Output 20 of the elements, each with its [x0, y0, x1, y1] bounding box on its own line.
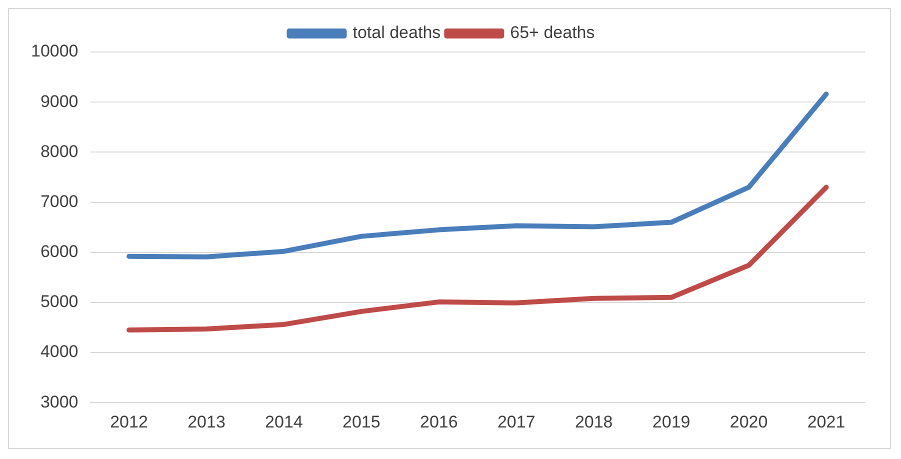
y-tick-label: 7000	[40, 192, 78, 211]
x-tick-label: 2014	[265, 412, 303, 432]
y-tick-label: 6000	[40, 242, 78, 262]
y-tick-label: 9000	[40, 92, 78, 111]
x-tick-label: 2019	[652, 412, 690, 432]
legend-label: total deaths	[352, 23, 441, 42]
y-tick-label: 10000	[30, 42, 78, 61]
y-tick-label: 8000	[40, 142, 78, 161]
x-tick-label: 2012	[110, 412, 148, 432]
y-tick-label: 4000	[40, 342, 78, 362]
legend-label: 65+ deaths	[510, 23, 595, 42]
x-tick-label: 2015	[342, 412, 380, 432]
x-tick-label: 2018	[574, 412, 613, 432]
y-tick-label: 5000	[40, 292, 78, 312]
x-tick-label: 2017	[497, 412, 536, 432]
x-tick-label: 2016	[420, 412, 458, 432]
y-tick-label: 3000	[40, 392, 78, 412]
x-tick-label: 2021	[807, 412, 846, 432]
x-tick-label: 2013	[188, 412, 226, 432]
x-tick-label: 2020	[730, 412, 768, 432]
